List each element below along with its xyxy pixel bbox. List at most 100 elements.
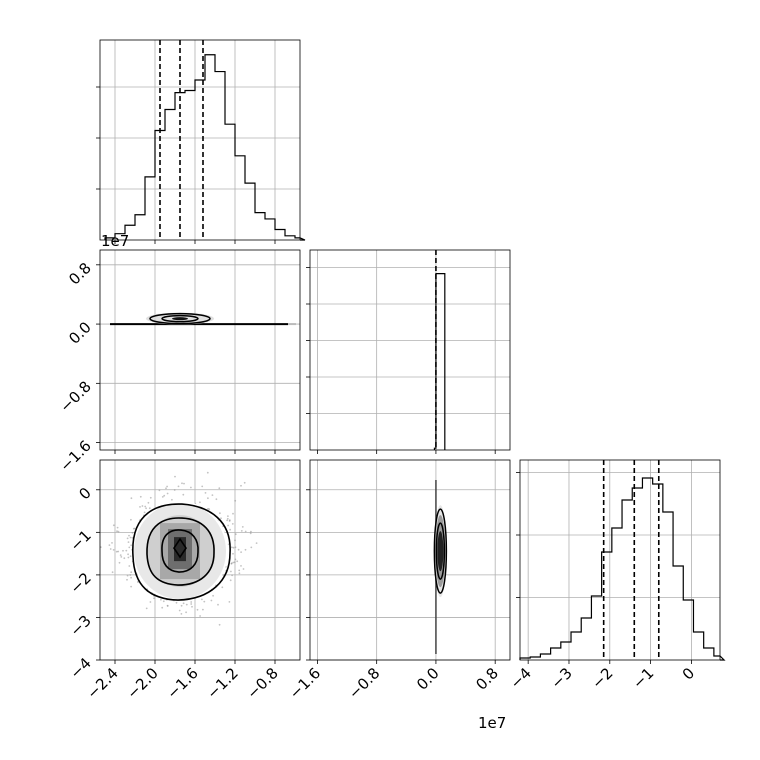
x-tick-label: 0.0 <box>413 664 443 694</box>
sample-point <box>240 484 242 487</box>
sample-point <box>229 528 232 531</box>
sample-point <box>238 569 241 572</box>
y-tick-label: −0.8 <box>56 377 94 415</box>
sample-point <box>117 530 120 533</box>
sample-point <box>226 519 229 522</box>
sample-point <box>158 489 161 492</box>
sample-point <box>217 603 219 606</box>
panel-frame <box>99 39 301 241</box>
sample-point <box>128 546 131 549</box>
sample-point <box>182 602 185 605</box>
sample-point <box>232 546 235 549</box>
sample-point <box>210 599 213 602</box>
x-tick-label: −0.8 <box>243 664 281 702</box>
sample-point <box>202 608 204 611</box>
contour-level <box>149 312 211 325</box>
sample-point <box>191 605 193 608</box>
sample-point <box>215 498 218 501</box>
sample-point <box>109 548 112 550</box>
y-tick-label: 0 <box>75 484 94 503</box>
sample-point <box>201 598 203 601</box>
sample-point <box>127 541 130 543</box>
sample-point <box>199 615 202 617</box>
sample-point <box>122 549 124 552</box>
sample-point <box>219 512 221 515</box>
sample-point <box>201 485 204 488</box>
sample-point <box>220 517 222 520</box>
sample-point <box>232 512 234 515</box>
sample-point <box>240 530 243 532</box>
sample-point <box>100 546 102 548</box>
panel-frame <box>309 459 511 661</box>
sample-point <box>130 576 133 579</box>
histogram-panel-param-2: −4 −3 −2 −1 0 <box>507 459 726 692</box>
histogram-step-line <box>104 54 306 241</box>
histogram-step-line <box>519 477 726 661</box>
density-layer <box>100 460 258 626</box>
sample-point <box>160 598 162 601</box>
sample-point <box>143 511 146 514</box>
sample-point <box>240 565 242 567</box>
y-tick-label: 0.8 <box>65 259 95 289</box>
sample-point <box>127 553 129 556</box>
panel-frame <box>99 249 301 451</box>
sample-point <box>149 496 152 499</box>
panel-frame <box>99 459 301 661</box>
density-layer <box>110 312 296 326</box>
sample-point <box>250 530 252 533</box>
sample-point <box>226 517 229 520</box>
sample-point <box>190 601 193 603</box>
sample-point <box>234 499 237 502</box>
sample-point <box>234 539 236 542</box>
sample-point <box>177 485 180 488</box>
sample-point <box>207 497 209 500</box>
x-tick-label: −4 <box>507 664 535 692</box>
contour-level <box>146 517 215 586</box>
sample-point <box>130 571 133 574</box>
sample-point <box>237 548 240 551</box>
sample-point <box>206 471 209 474</box>
sample-point <box>123 557 126 560</box>
y-tick-label: −3 <box>66 612 94 640</box>
sample-point <box>118 561 121 564</box>
sample-point <box>244 548 247 551</box>
offset-text-bottom: 1e7 <box>478 714 506 732</box>
sample-point <box>234 546 237 549</box>
offset-text-left: 1e7 <box>101 232 129 250</box>
sample-point <box>208 508 211 511</box>
contour-level <box>161 314 199 323</box>
x-tick-label: −1.6 <box>163 664 201 702</box>
contour-panel-param-0-vs-param-2: −2.4 −2.0 −1.6 −1.2 −0.8−4−3−2−10 <box>66 459 301 703</box>
sample-point <box>149 601 152 603</box>
sample-point <box>190 603 193 605</box>
sample-point <box>112 524 115 527</box>
x-tick-label: −1.2 <box>203 664 241 702</box>
sample-point <box>255 542 258 544</box>
sample-point <box>173 489 176 491</box>
histogram-panel-param-1 <box>306 249 511 454</box>
sample-point <box>218 487 221 490</box>
sample-point <box>130 544 133 547</box>
panel-frame <box>309 249 511 451</box>
sample-point <box>241 526 244 528</box>
histogram-step-line <box>433 273 446 450</box>
sample-point <box>126 578 128 581</box>
sample-point <box>228 519 231 522</box>
contour-panel-param-1-vs-param-2: −1.6 −0.8 0.0 0.8 <box>286 459 511 703</box>
sample-point <box>130 497 133 500</box>
sample-point <box>111 571 114 574</box>
sample-point <box>175 601 178 604</box>
sample-point <box>178 609 181 612</box>
sample-point <box>234 558 237 561</box>
sample-point <box>232 561 235 564</box>
sample-point <box>180 613 183 615</box>
x-tick-label: −3 <box>547 664 575 692</box>
contour-core <box>172 317 188 321</box>
sample-point <box>171 498 173 501</box>
sample-point <box>180 604 183 607</box>
sample-point <box>238 572 241 575</box>
sample-point <box>130 585 133 588</box>
sample-point <box>111 542 113 544</box>
y-tick-label: −1.6 <box>56 437 94 475</box>
